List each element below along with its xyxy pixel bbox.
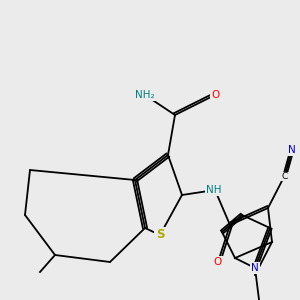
Text: C: C	[282, 172, 288, 181]
Text: S: S	[156, 229, 164, 242]
Text: N: N	[251, 263, 259, 273]
Text: NH: NH	[206, 185, 221, 195]
Text: NH₂: NH₂	[135, 90, 155, 100]
Text: O: O	[211, 90, 219, 100]
Text: N: N	[288, 145, 296, 155]
Text: O: O	[214, 257, 222, 267]
